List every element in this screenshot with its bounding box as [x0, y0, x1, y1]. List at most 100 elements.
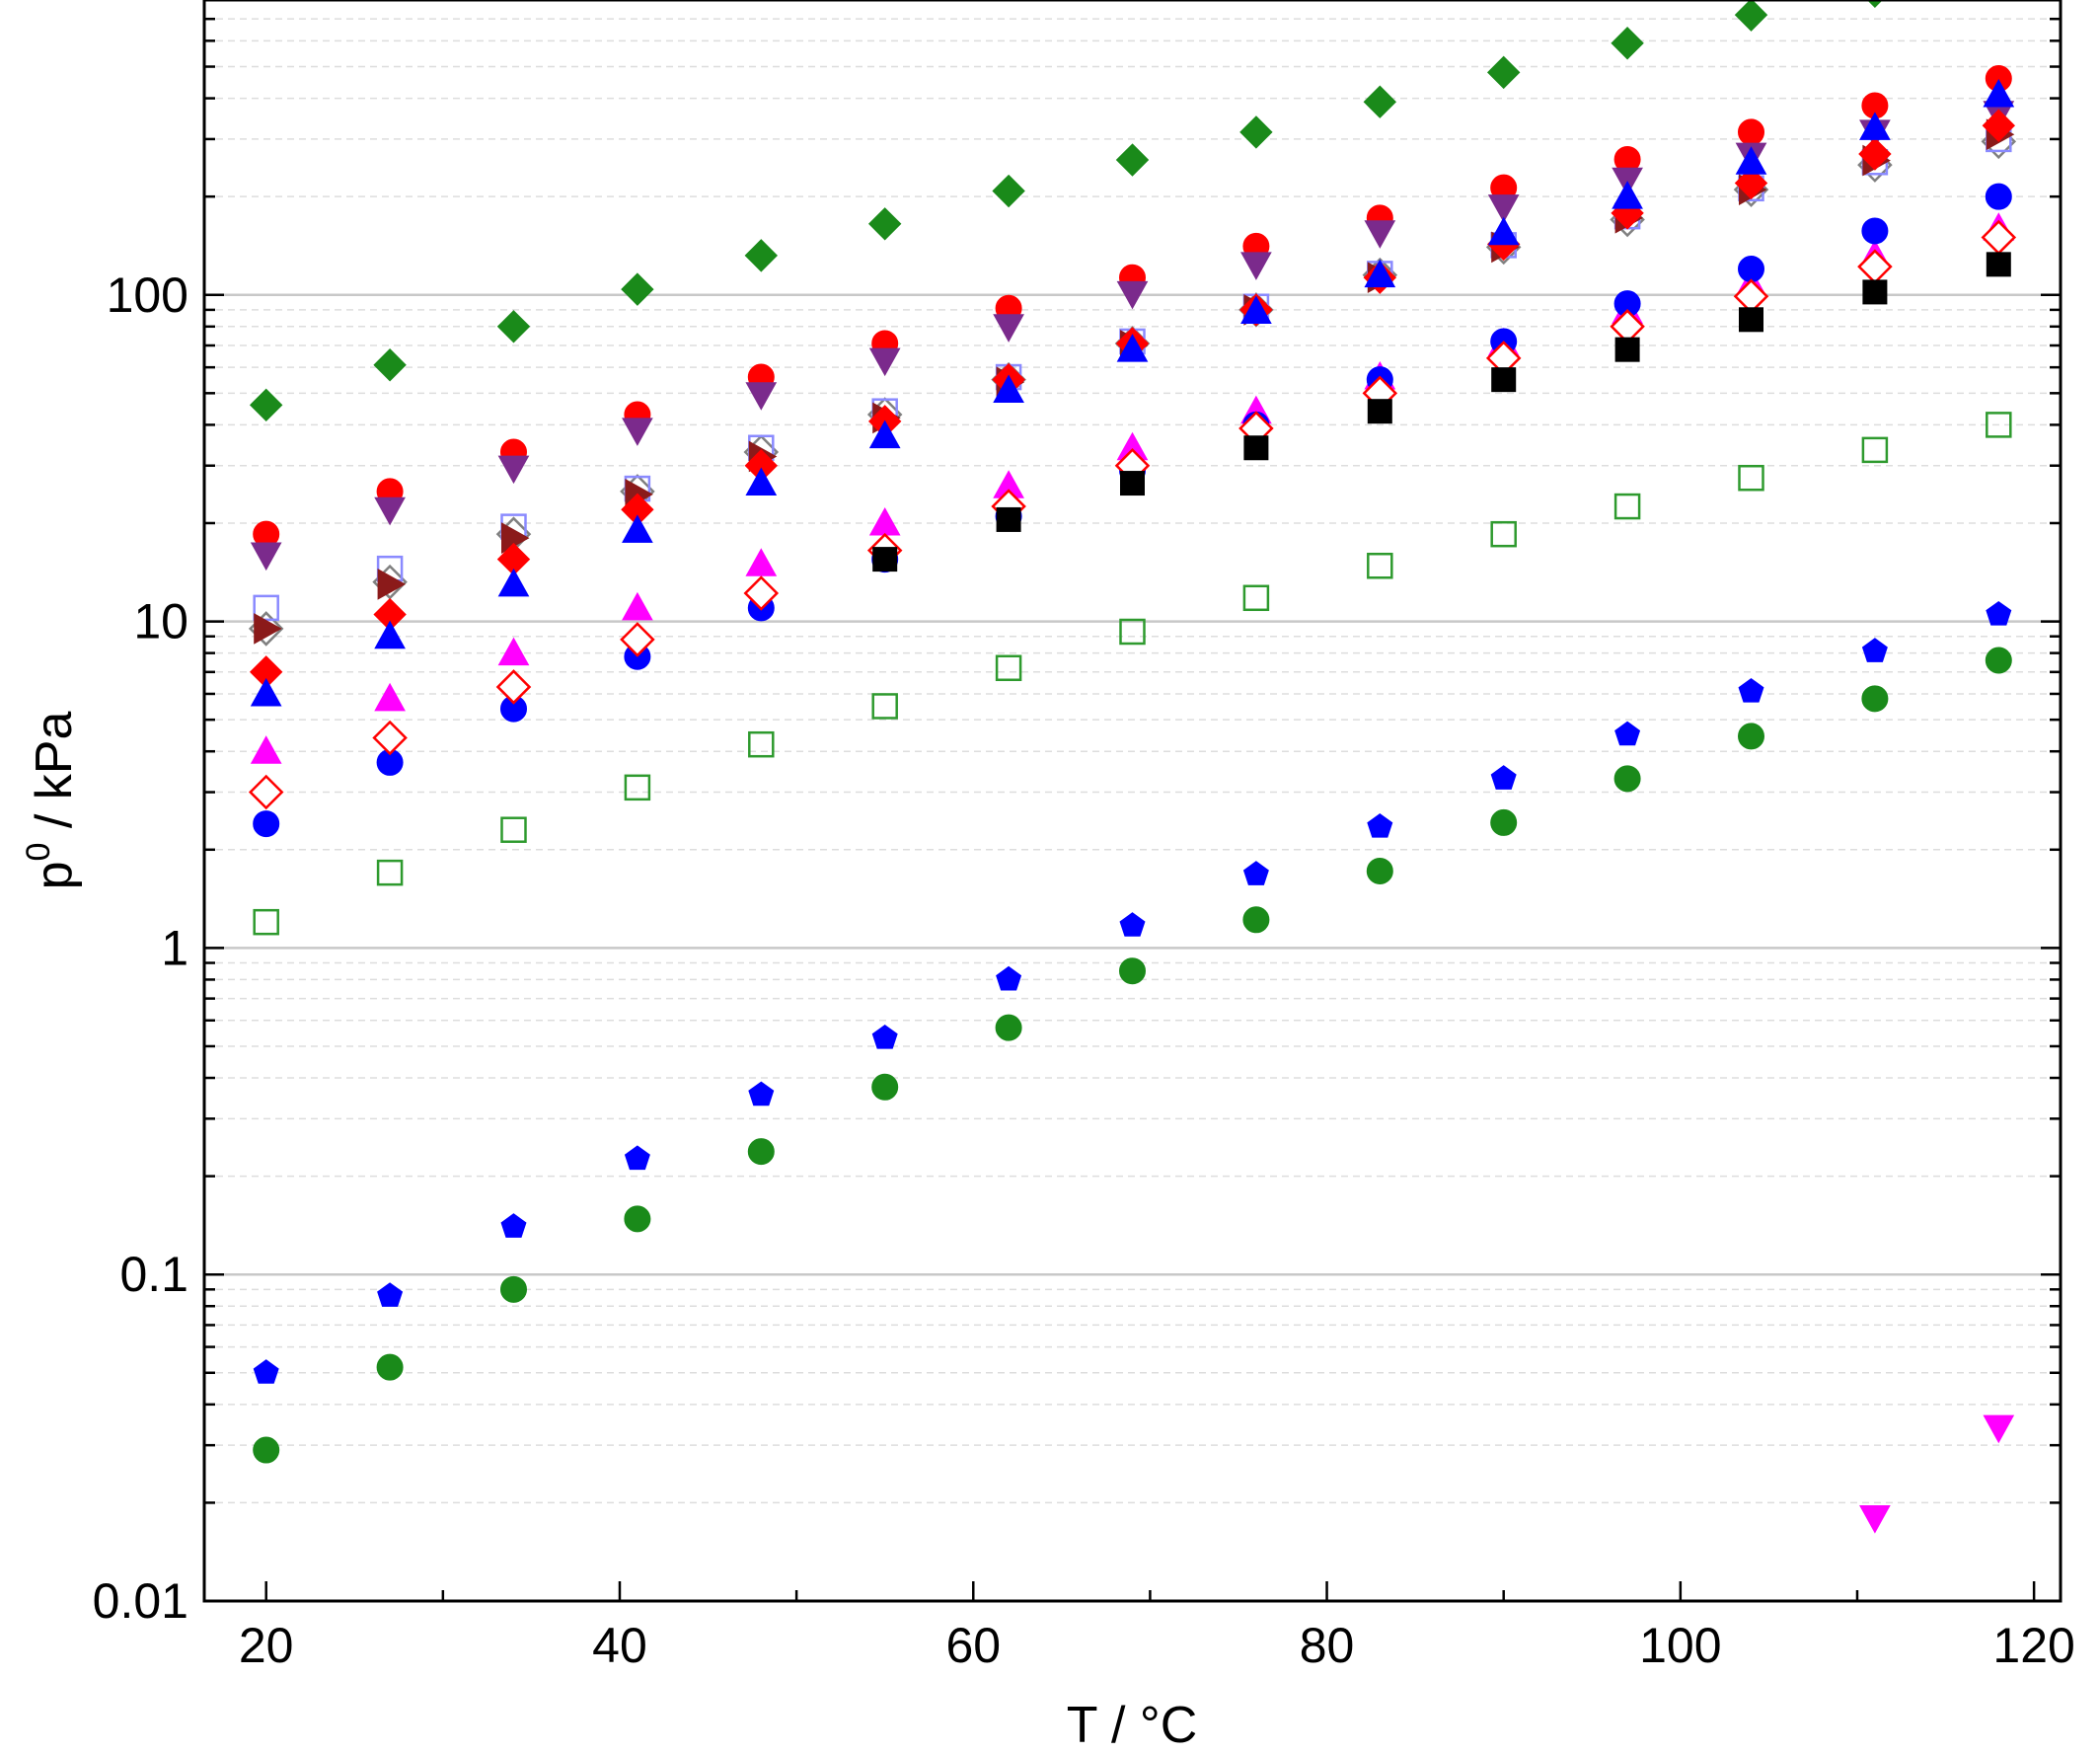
data-point: [1734, 166, 1768, 200]
data-point: [1986, 412, 2012, 438]
data-point: [995, 654, 1022, 682]
data-point: [748, 730, 775, 758]
series-13: [253, 412, 2012, 936]
data-point: [497, 455, 530, 485]
data-point: [622, 591, 653, 621]
series-16: [1859, 1414, 2015, 1534]
series-11: [248, 219, 2017, 810]
data-point: [1242, 906, 1270, 934]
data-point: [1243, 435, 1269, 461]
data-point: [1240, 295, 1272, 324]
data-point: [620, 622, 655, 657]
data-point: [1859, 112, 1891, 140]
data-point: [1612, 181, 1643, 209]
data-point: [624, 1205, 651, 1233]
data-points: [248, 0, 2017, 1534]
data-point: [250, 677, 282, 707]
data-point: [1120, 471, 1145, 496]
data-point: [745, 548, 778, 576]
series-14: [253, 600, 2012, 1384]
series-12: [872, 252, 2011, 572]
data-point: [624, 774, 651, 801]
x-tick-label: 60: [945, 1618, 1001, 1673]
series-8: [250, 79, 2015, 707]
data-point: [1242, 584, 1270, 612]
data-point: [1738, 256, 1764, 283]
data-point: [748, 1081, 775, 1106]
data-point: [248, 774, 284, 810]
data-point: [1614, 721, 1641, 746]
data-point: [376, 859, 404, 886]
data-point: [1861, 685, 1889, 713]
data-point: [1364, 220, 1396, 249]
data-point: [867, 207, 902, 241]
data-point: [1491, 367, 1517, 393]
y-tick-label: 10: [133, 594, 188, 649]
data-point: [1738, 464, 1764, 492]
data-point: [1738, 118, 1764, 146]
data-point: [1738, 677, 1764, 703]
data-point: [1239, 115, 1273, 149]
data-point: [1861, 217, 1889, 245]
data-point: [1119, 912, 1146, 937]
data-point: [1367, 552, 1393, 579]
data-point: [1738, 723, 1764, 750]
x-tick-label: 100: [1639, 1618, 1721, 1673]
y-tick-label: 0.01: [93, 1573, 188, 1629]
data-point: [745, 382, 778, 411]
data-point: [1119, 618, 1146, 646]
data-point: [1986, 252, 2011, 277]
data-point: [622, 418, 653, 446]
data-point: [992, 174, 1025, 208]
data-point: [254, 613, 282, 645]
data-point: [1119, 957, 1146, 985]
data-point: [377, 569, 407, 600]
x-tick-label: 20: [239, 1618, 294, 1673]
data-point: [996, 965, 1022, 991]
data-point: [374, 496, 406, 526]
data-point: [372, 720, 408, 756]
data-point: [500, 1213, 527, 1238]
data-point: [1363, 85, 1397, 118]
plot-frame: [202, 0, 2062, 1603]
data-point: [1985, 183, 2012, 210]
data-point: [500, 816, 527, 843]
data-point: [1116, 334, 1149, 362]
data-point: [253, 594, 279, 622]
data-point: [1861, 436, 1889, 464]
data-point: [497, 568, 530, 597]
series-15: [253, 647, 2012, 1464]
y-axis-title-sup: 0: [20, 843, 57, 862]
data-point: [376, 1353, 404, 1381]
data-point: [496, 310, 531, 343]
x-axis-title: T / °C: [1067, 1697, 1198, 1754]
data-point: [1240, 252, 1272, 280]
data-point: [868, 506, 901, 536]
data-point: [249, 388, 283, 422]
data-point: [871, 1073, 899, 1101]
data-point: [250, 542, 282, 572]
data-point: [1490, 808, 1518, 836]
data-point: [500, 1275, 527, 1303]
data-point: [745, 467, 778, 496]
data-point: [1367, 812, 1393, 838]
data-point: [1116, 280, 1149, 310]
data-point: [250, 735, 282, 764]
data-point: [621, 272, 654, 306]
data-point: [1735, 146, 1767, 175]
data-point: [1115, 143, 1150, 177]
data-point: [495, 669, 532, 705]
data-point: [871, 1024, 898, 1049]
data-point: [497, 637, 530, 666]
y-tick-label: 1: [161, 920, 188, 975]
data-point: [377, 1282, 404, 1307]
data-point: [1613, 765, 1641, 793]
data-point: [374, 620, 406, 649]
data-point: [1611, 27, 1644, 60]
data-point: [1739, 307, 1763, 333]
data-point: [996, 506, 1021, 532]
tick-labels: 20 40 60 80 100 120 0.01 0.1 1 10 100: [93, 267, 2075, 1673]
data-point: [1490, 520, 1517, 548]
data-point: [747, 1138, 775, 1166]
data-point: [1490, 765, 1517, 790]
